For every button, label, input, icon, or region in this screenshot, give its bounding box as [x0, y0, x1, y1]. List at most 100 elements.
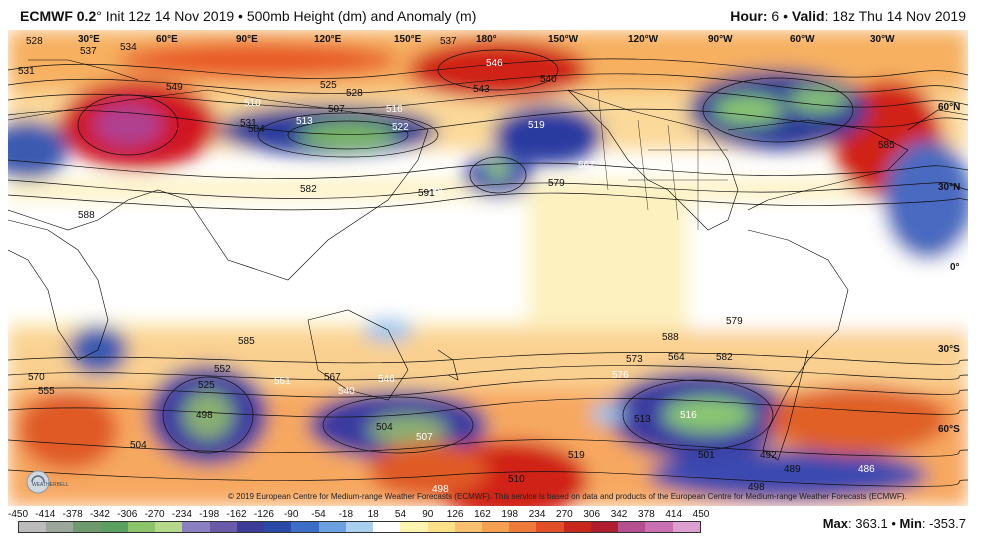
- contour-label: 585: [238, 336, 255, 347]
- lat-label: 30°N: [938, 182, 960, 193]
- contour-label: 507: [416, 432, 433, 443]
- logo-text: WEATHERBELL: [32, 482, 69, 488]
- map-svg: 30°E 60°E 90°E 120°E 150°E 180° 150°W 12…: [8, 30, 968, 506]
- max-label: Max: [822, 516, 848, 531]
- colorbar-tick: 234: [528, 509, 546, 520]
- colorbar-tick: -234: [171, 509, 192, 520]
- anomaly-map: 30°E 60°E 90°E 120°E 150°E 180° 150°W 12…: [8, 30, 968, 506]
- contour-label: 519: [568, 450, 585, 461]
- contour-label: 486: [858, 464, 875, 475]
- colorbar-swatch: [46, 522, 74, 532]
- colorbar-tick: -126: [253, 509, 274, 520]
- min-value: : -353.7: [921, 516, 966, 531]
- lon-label: 90°W: [708, 34, 733, 45]
- colorbar-ticks: -450 -414 -378 -342 -306 -270 -234 -198 -162 -126…: [8, 509, 710, 521]
- contour-label: 513: [296, 116, 313, 127]
- colorbar-tick: 162: [474, 509, 491, 520]
- colorbar-tick: 342: [610, 509, 628, 520]
- title-text: Init 12z 14 Nov 2019 • 500mb Height (dm)…: [101, 8, 477, 24]
- colorbar-swatch: [209, 522, 237, 532]
- hour-value: 6 •: [767, 8, 792, 24]
- hour-label: Hour:: [730, 8, 768, 24]
- contour-label: 498: [196, 410, 213, 421]
- colorbar-tick: 90: [422, 509, 434, 520]
- colorbar-swatch: [672, 522, 700, 532]
- colorbar-tick: -162: [226, 509, 247, 520]
- contour-label: 510: [508, 474, 525, 485]
- colorbar: [18, 521, 701, 533]
- contour-label: 531: [240, 118, 257, 129]
- lat-label: 60°S: [938, 424, 960, 435]
- contour-label: 534: [120, 42, 137, 53]
- contour-label: 537: [440, 36, 457, 47]
- colorbar-swatch: [236, 522, 265, 532]
- lat-label: 30°S: [938, 344, 960, 355]
- contour-label: 588: [662, 332, 679, 343]
- contour-label: 501: [698, 450, 715, 461]
- colorbar-tick: 54: [394, 509, 407, 520]
- colorbar-swatch: [264, 522, 292, 532]
- lon-labels: 30°E 60°E 90°E 120°E 150°E 180° 150°W 12…: [78, 34, 895, 45]
- lat-labels: 60°N 30°N 0° 30°S 60°S: [938, 102, 960, 435]
- contour-label: 546: [486, 58, 503, 69]
- lon-label: 90°E: [236, 34, 258, 45]
- colorbar-swatch: [73, 522, 101, 532]
- colorbar-tick: -54: [311, 509, 326, 520]
- contour-label: 537: [80, 46, 97, 57]
- colorbar-tick: 450: [692, 509, 710, 520]
- contour-label: 546: [378, 374, 395, 385]
- colorbar-swatch: [563, 522, 591, 532]
- contour-label: 498: [748, 482, 765, 493]
- contour-label: 507: [328, 104, 345, 115]
- colorbar-swatch: [373, 522, 401, 532]
- header-bar: ECMWF 0.2° Init 12z 14 Nov 2019 • 500mb …: [0, 0, 984, 30]
- weatherbell-logo: WEATHERBELL: [26, 470, 69, 494]
- lon-label: 60°E: [156, 34, 178, 45]
- max-min-readout: Max: 363.1 • Min: -353.7: [823, 516, 966, 531]
- colorbar-tick: -270: [144, 509, 165, 520]
- contour-label: 516: [386, 104, 403, 115]
- contour-label: 498: [432, 484, 449, 495]
- contour-label: 504: [376, 422, 393, 433]
- contour-label: 591: [418, 188, 435, 199]
- contour-label: 573: [626, 354, 643, 365]
- colorbar-swatch: [645, 522, 673, 532]
- colorbar-tick: 198: [501, 509, 519, 520]
- colorbar-tick: -198: [199, 509, 220, 520]
- lon-label: 30°E: [78, 34, 100, 45]
- valid-value: : 18z Thu 14 Nov 2019: [824, 8, 966, 24]
- colorbar-swatch: [536, 522, 564, 532]
- contour-label: 552: [214, 364, 231, 375]
- colorbar-tick: -414: [35, 509, 56, 520]
- contour-label: 504: [130, 440, 147, 451]
- contour-label: 525: [320, 80, 337, 91]
- colorbar-swatch: [182, 522, 210, 532]
- contour-label: 579: [726, 316, 743, 327]
- contour-label: 531: [18, 66, 35, 77]
- colorbar-swatch: [155, 522, 183, 532]
- valid-label: Valid: [791, 8, 825, 24]
- contour-label: 582: [300, 184, 317, 195]
- contour-label: 540: [338, 386, 355, 397]
- anomaly-field: [8, 30, 968, 506]
- colorbar-swatch: [454, 522, 482, 532]
- contour-label: 567: [324, 372, 341, 383]
- colorbar-tick: 18: [367, 509, 379, 520]
- borders: [597, 89, 728, 230]
- colorbar-swatch: [481, 522, 510, 532]
- contour-label: 570: [28, 372, 45, 383]
- colorbar-tick: -90: [283, 509, 299, 520]
- model-name: ECMWF 0.2: [20, 8, 97, 24]
- max-value: : 363.1 •: [847, 516, 900, 531]
- colorbar-swatch: [427, 522, 455, 532]
- colorbar-swatch: [291, 522, 319, 532]
- contour-label: 588: [78, 210, 95, 221]
- lon-label: 120°W: [628, 34, 659, 45]
- contour-label: 540: [540, 74, 557, 85]
- valid-time: Hour: 6 • Valid: 18z Thu 14 Nov 2019: [730, 8, 966, 24]
- colorbar-tick: -306: [117, 509, 138, 520]
- contour-label: 579: [548, 178, 565, 189]
- min-label: Min: [899, 516, 922, 531]
- lon-label: 120°E: [314, 34, 342, 45]
